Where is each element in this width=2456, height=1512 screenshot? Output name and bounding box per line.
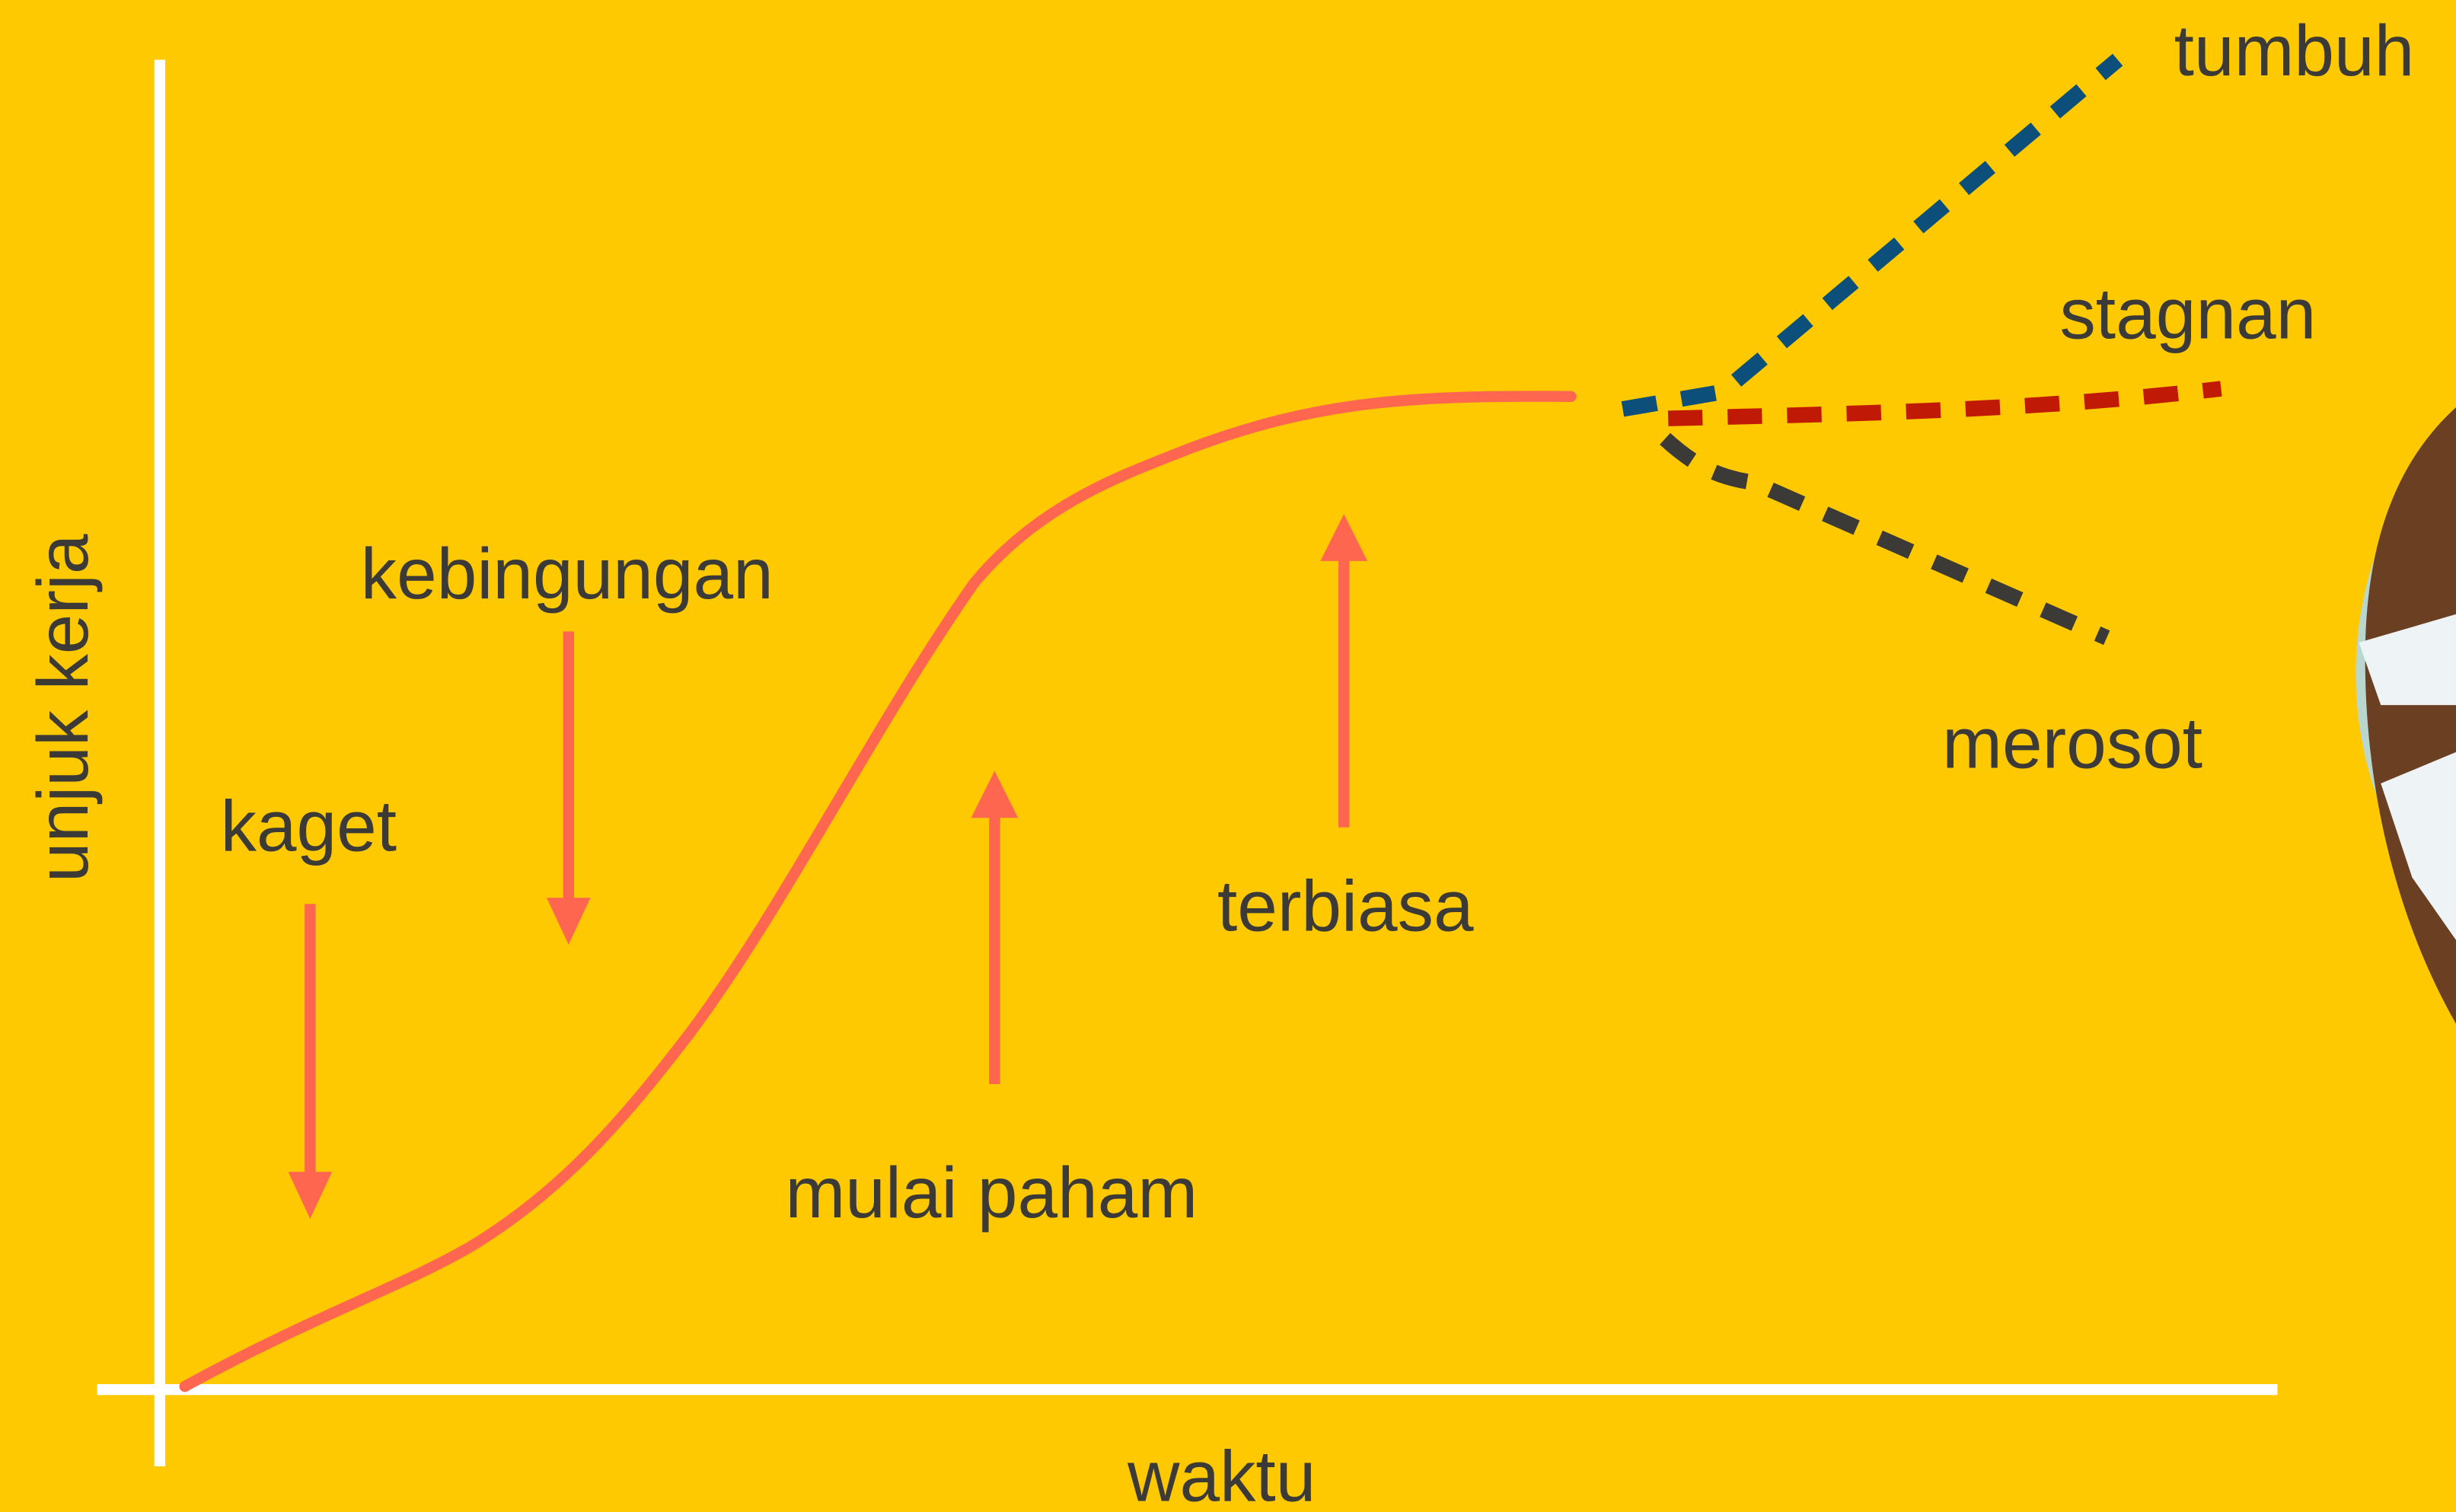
stage-label: terbiasa xyxy=(1217,866,1474,946)
outcome-label: merosot xyxy=(1942,703,2202,783)
stage-label: mulai paham xyxy=(785,1153,1198,1233)
outcome-label: tumbuh xyxy=(2174,11,2415,91)
x-axis-label: waktu xyxy=(1127,1436,1316,1512)
stage-label: kebingungan xyxy=(361,534,773,614)
y-axis-label: unjuk kerja xyxy=(23,534,104,882)
outcome-label: stagnan xyxy=(2059,274,2316,355)
diagram: unjuk kerja waktu kaget kebingungan mula… xyxy=(0,0,2456,1512)
page: {"axes": {"y_label": "unjuk kerja", "x_l… xyxy=(0,0,2456,1512)
stage-label: kaget xyxy=(221,786,397,866)
